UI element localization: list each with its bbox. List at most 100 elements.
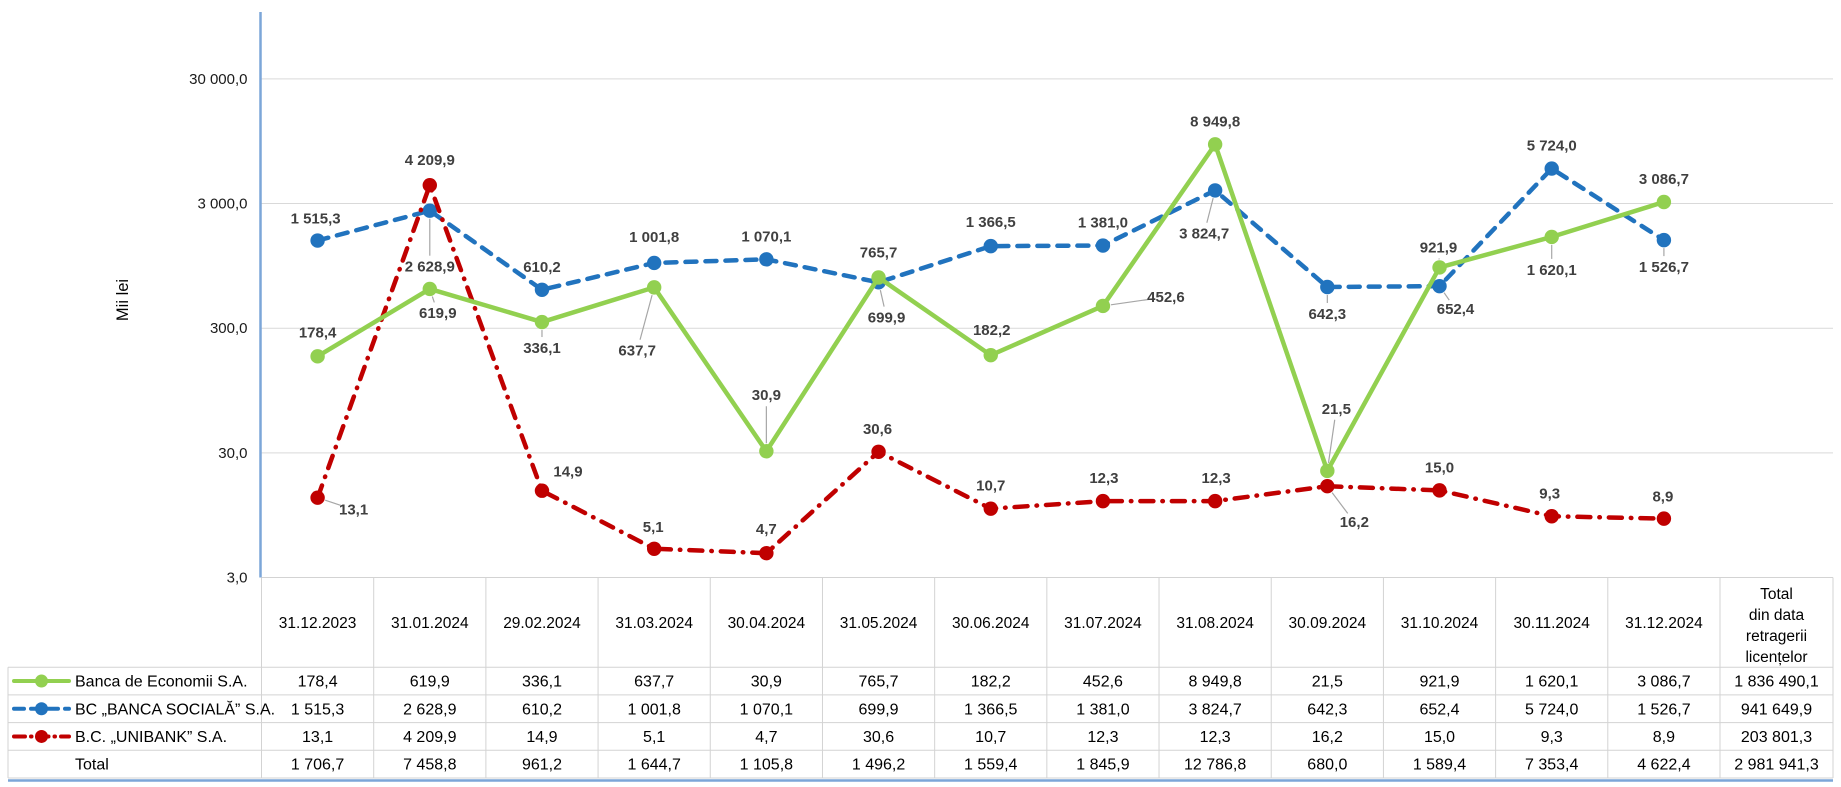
table-value-cell: 15,0 <box>1424 729 1455 746</box>
date-header-cell: 30.09.2024 <box>1289 615 1367 632</box>
date-header-cell: 31.12.2023 <box>279 615 357 632</box>
data-label: 16,2 <box>1340 514 1369 531</box>
table-value-cell: 1 070,1 <box>740 701 793 718</box>
series-name-cell: Total <box>75 757 109 774</box>
label-leader-line <box>1206 198 1214 223</box>
data-label: 3 086,7 <box>1639 171 1689 188</box>
table-value-cell: 1 105,8 <box>740 757 793 774</box>
table-value-cell: 4 622,4 <box>1637 757 1690 774</box>
data-label: 652,4 <box>1437 301 1475 318</box>
data-label: 10,7 <box>976 478 1005 495</box>
data-label: 637,7 <box>618 342 656 359</box>
table-value-cell: 182,2 <box>971 674 1011 691</box>
data-point-marker <box>1544 509 1559 524</box>
data-label: 452,6 <box>1147 289 1185 306</box>
table-value-cell: 941 649,9 <box>1741 701 1812 718</box>
total-column-header: Total <box>1760 586 1793 603</box>
date-header-cell: 31.08.2024 <box>1176 615 1254 632</box>
data-label: 619,9 <box>419 305 457 322</box>
data-point-marker <box>1432 260 1447 275</box>
data-point-marker <box>310 349 325 364</box>
table-value-cell: 961,2 <box>522 757 562 774</box>
table-value-cell: 1 366,5 <box>964 701 1017 718</box>
table-value-cell: 5,1 <box>643 729 665 746</box>
date-header-cell: 31.05.2024 <box>840 615 918 632</box>
data-point-marker <box>983 347 998 363</box>
table-value-cell: 10,7 <box>975 729 1006 746</box>
table-value-cell: 1 620,1 <box>1525 674 1578 691</box>
data-point-marker <box>1320 279 1335 295</box>
data-label: 21,5 <box>1322 401 1351 418</box>
data-label: 9,3 <box>1539 485 1560 502</box>
label-leader-line <box>1110 297 1156 306</box>
table-value-cell: 1 381,0 <box>1076 701 1129 718</box>
table-value-cell: 3 824,7 <box>1188 701 1241 718</box>
table-value-cell: 1 644,7 <box>627 757 680 774</box>
table-value-cell: 336,1 <box>522 674 562 691</box>
label-leader-line <box>639 294 653 340</box>
table-value-cell: 12,3 <box>1200 729 1231 746</box>
data-point-marker <box>422 178 437 193</box>
label-leader-line <box>879 290 885 307</box>
data-point-marker <box>1544 161 1559 176</box>
table-value-cell: 30,9 <box>751 674 782 691</box>
data-label: 1 001,8 <box>629 229 679 246</box>
date-header-cell: 30.06.2024 <box>952 615 1030 632</box>
data-point-marker <box>759 545 774 561</box>
data-label: 1 366,5 <box>966 214 1016 231</box>
date-header-cell: 30.11.2024 <box>1513 615 1590 632</box>
data-point-marker <box>1320 463 1335 479</box>
data-point-marker <box>871 444 886 459</box>
data-label: 765,7 <box>860 244 898 261</box>
data-label: 12,3 <box>1202 470 1231 487</box>
label-leader-line <box>324 499 344 507</box>
y-axis-tick-label: 30,0 <box>218 445 247 462</box>
table-value-cell: 699,9 <box>859 701 899 718</box>
total-column-header: licențelor <box>1745 649 1807 666</box>
table-value-cell: 619,9 <box>410 674 450 691</box>
data-point-marker <box>1207 137 1223 152</box>
date-header-cell: 31.03.2024 <box>615 615 693 632</box>
data-label: 1 620,1 <box>1527 262 1577 279</box>
data-label: 14,9 <box>553 464 582 481</box>
table-value-cell: 1 515,3 <box>291 701 344 718</box>
table-value-cell: 921,9 <box>1419 674 1459 691</box>
data-label: 642,3 <box>1309 306 1347 323</box>
table-value-cell: 8 949,8 <box>1188 674 1241 691</box>
data-point-marker <box>871 270 886 285</box>
total-column-header: retragerii <box>1746 628 1807 645</box>
data-point-marker <box>1207 493 1223 509</box>
data-label: 3 824,7 <box>1179 225 1229 242</box>
table-value-cell: 637,7 <box>634 674 674 691</box>
table-value-cell: 1 496,2 <box>852 757 905 774</box>
data-label: 15,0 <box>1425 459 1454 476</box>
table-value-cell: 16,2 <box>1312 729 1343 746</box>
data-point-marker <box>759 252 774 267</box>
data-label: 12,3 <box>1089 470 1118 487</box>
table-value-cell: 3 086,7 <box>1637 674 1690 691</box>
table-value-cell: 14,9 <box>526 729 557 746</box>
label-leader-line <box>1443 292 1450 301</box>
data-label: 1 381,0 <box>1078 215 1128 232</box>
date-header-cell: 31.07.2024 <box>1064 615 1142 632</box>
data-label: 30,9 <box>752 387 781 404</box>
table-value-cell: 680,0 <box>1307 757 1347 774</box>
data-point-marker <box>534 483 550 498</box>
table-value-cell: 4 209,9 <box>403 729 456 746</box>
table-value-cell: 4,7 <box>755 729 777 746</box>
legend-marker <box>35 729 48 743</box>
table-value-cell: 652,4 <box>1419 701 1459 718</box>
data-point-marker <box>646 541 662 556</box>
data-label: 610,2 <box>523 259 561 276</box>
data-label: 182,2 <box>973 322 1011 339</box>
date-header-cell: 30.04.2024 <box>728 615 806 632</box>
data-point-marker <box>759 444 774 459</box>
table-value-cell: 21,5 <box>1312 674 1343 691</box>
date-header-cell: 31.01.2024 <box>391 615 469 632</box>
table-value-cell: 9,3 <box>1541 729 1563 746</box>
table-value-cell: 12 786,8 <box>1184 757 1246 774</box>
data-point-marker <box>534 282 550 297</box>
y-axis-tick-label: 30 000,0 <box>189 71 247 88</box>
data-point-marker <box>1095 238 1111 253</box>
